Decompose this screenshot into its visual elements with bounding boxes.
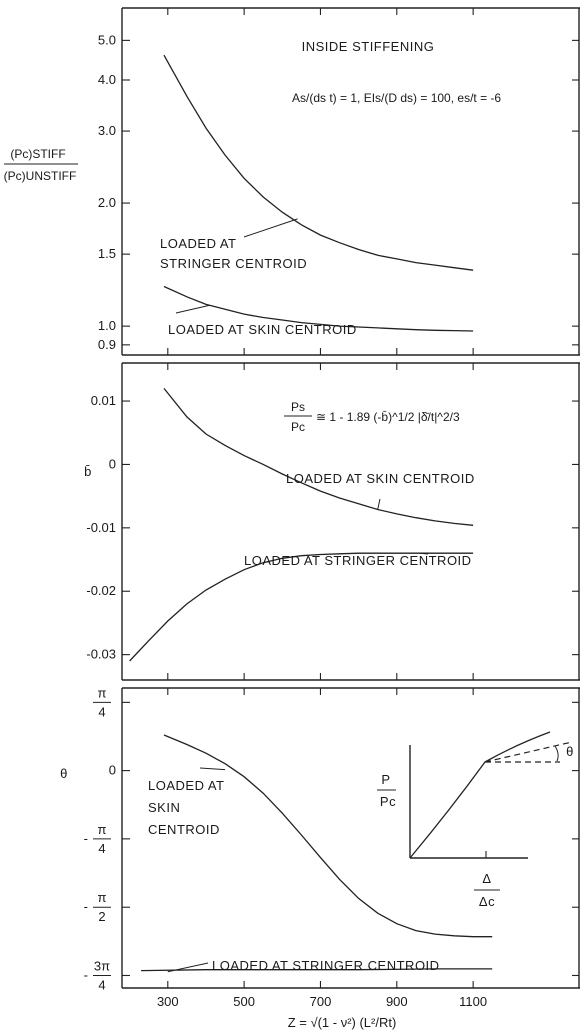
series-line bbox=[141, 968, 493, 972]
series-label-skin-line3: CENTROID bbox=[148, 822, 220, 837]
equation-lhs-den: Pc bbox=[291, 420, 305, 434]
equation-lhs-num: Ps bbox=[291, 400, 305, 414]
inset-tangent-dashed bbox=[484, 741, 573, 763]
series-line bbox=[163, 285, 474, 332]
series-line bbox=[163, 387, 474, 526]
y-tick-label: 0.01 bbox=[91, 393, 116, 408]
x-tick-label: 900 bbox=[386, 994, 408, 1009]
x-axis-label: Z = √(1 - ν²) (L²/Rt) bbox=[288, 1015, 397, 1030]
leader-line bbox=[167, 962, 209, 973]
series-label-skin-line1: LOADED AT bbox=[148, 778, 225, 793]
inset-ylabel-den: Pc bbox=[380, 794, 396, 809]
parameter-annotation: As/(ds t) = 1, EIs/(D ds) = 100, es/t = … bbox=[292, 91, 501, 105]
x-tick-label: 300 bbox=[157, 994, 179, 1009]
series-label-skin: LOADED AT SKIN CENTROID bbox=[286, 471, 475, 486]
leader-line bbox=[175, 304, 210, 314]
series-label-stringer: LOADED AT STRINGER CENTROID bbox=[212, 958, 440, 973]
y-tick-label: 1.0 bbox=[98, 318, 116, 333]
y-tick-label: 3.0 bbox=[98, 123, 116, 138]
inset-xlabel-num: Δ bbox=[482, 871, 491, 886]
y-tick-label: 0 bbox=[109, 763, 116, 778]
leader-line bbox=[199, 767, 226, 771]
y-axis-label-den: (Pc)UNSTIFF bbox=[4, 169, 77, 183]
y-tick-label: -0.03 bbox=[86, 647, 116, 662]
series-label-stringer-line2: STRINGER CENTROID bbox=[160, 256, 307, 271]
y-tick-label: 1.5 bbox=[98, 246, 116, 261]
y-tick-sign: - bbox=[84, 831, 88, 846]
y-tick-label-den: 4 bbox=[98, 704, 105, 719]
series-line bbox=[163, 734, 493, 938]
series-label-skin-line2: SKIN bbox=[148, 800, 180, 815]
chart-title: INSIDE STIFFENING bbox=[302, 39, 435, 54]
inset-angle-label: θ bbox=[566, 744, 574, 759]
x-tick-label: 500 bbox=[233, 994, 255, 1009]
y-tick-label-num: π bbox=[98, 822, 107, 837]
y-tick-sign: - bbox=[84, 899, 88, 914]
series-label-stringer-line1: LOADED AT bbox=[160, 236, 237, 251]
equation-rhs: ≅ 1 - 1.89 (-b̄)^1/2 |δ̄/t|^2/3 bbox=[316, 410, 460, 424]
y-tick-label-den: 2 bbox=[98, 909, 105, 924]
y-tick-label-den: 4 bbox=[98, 841, 105, 856]
y-axis-label: θ bbox=[60, 766, 68, 781]
inset-xlabel-den: Δc bbox=[479, 894, 495, 909]
y-tick-label-num: π bbox=[98, 685, 107, 700]
series-line bbox=[163, 54, 474, 271]
y-tick-label: 4.0 bbox=[98, 72, 116, 87]
y-tick-label-num: 3π bbox=[94, 958, 110, 973]
x-tick-label: 700 bbox=[310, 994, 332, 1009]
series-label-stringer: LOADED AT STRINGER CENTROID bbox=[244, 553, 472, 568]
y-tick-label-num: π bbox=[98, 890, 107, 905]
y-tick-label: 2.0 bbox=[98, 195, 116, 210]
y-axis-label-num: (Pc)STIFF bbox=[10, 147, 65, 161]
leader-line bbox=[377, 498, 381, 510]
y-tick-label: 0 bbox=[109, 456, 116, 471]
leader-line bbox=[419, 552, 429, 555]
y-tick-sign: - bbox=[84, 967, 88, 982]
x-tick-label: 1100 bbox=[459, 994, 487, 1009]
inset-ylabel-num: P bbox=[381, 772, 390, 787]
series-label-skin: LOADED AT SKIN CENTROID bbox=[168, 322, 357, 337]
inset-angle-arc bbox=[554, 745, 559, 762]
series-line bbox=[129, 552, 474, 662]
y-axis-label: b̄ bbox=[84, 464, 92, 479]
y-tick-label: -0.01 bbox=[86, 520, 116, 535]
y-tick-label-den: 4 bbox=[98, 977, 105, 992]
y-tick-label: 5.0 bbox=[98, 32, 116, 47]
leader-line bbox=[243, 218, 298, 238]
y-tick-label: -0.02 bbox=[86, 583, 116, 598]
inset-load-curve bbox=[409, 731, 551, 859]
inset-background bbox=[404, 735, 540, 911]
y-tick-label: 0.9 bbox=[98, 337, 116, 352]
